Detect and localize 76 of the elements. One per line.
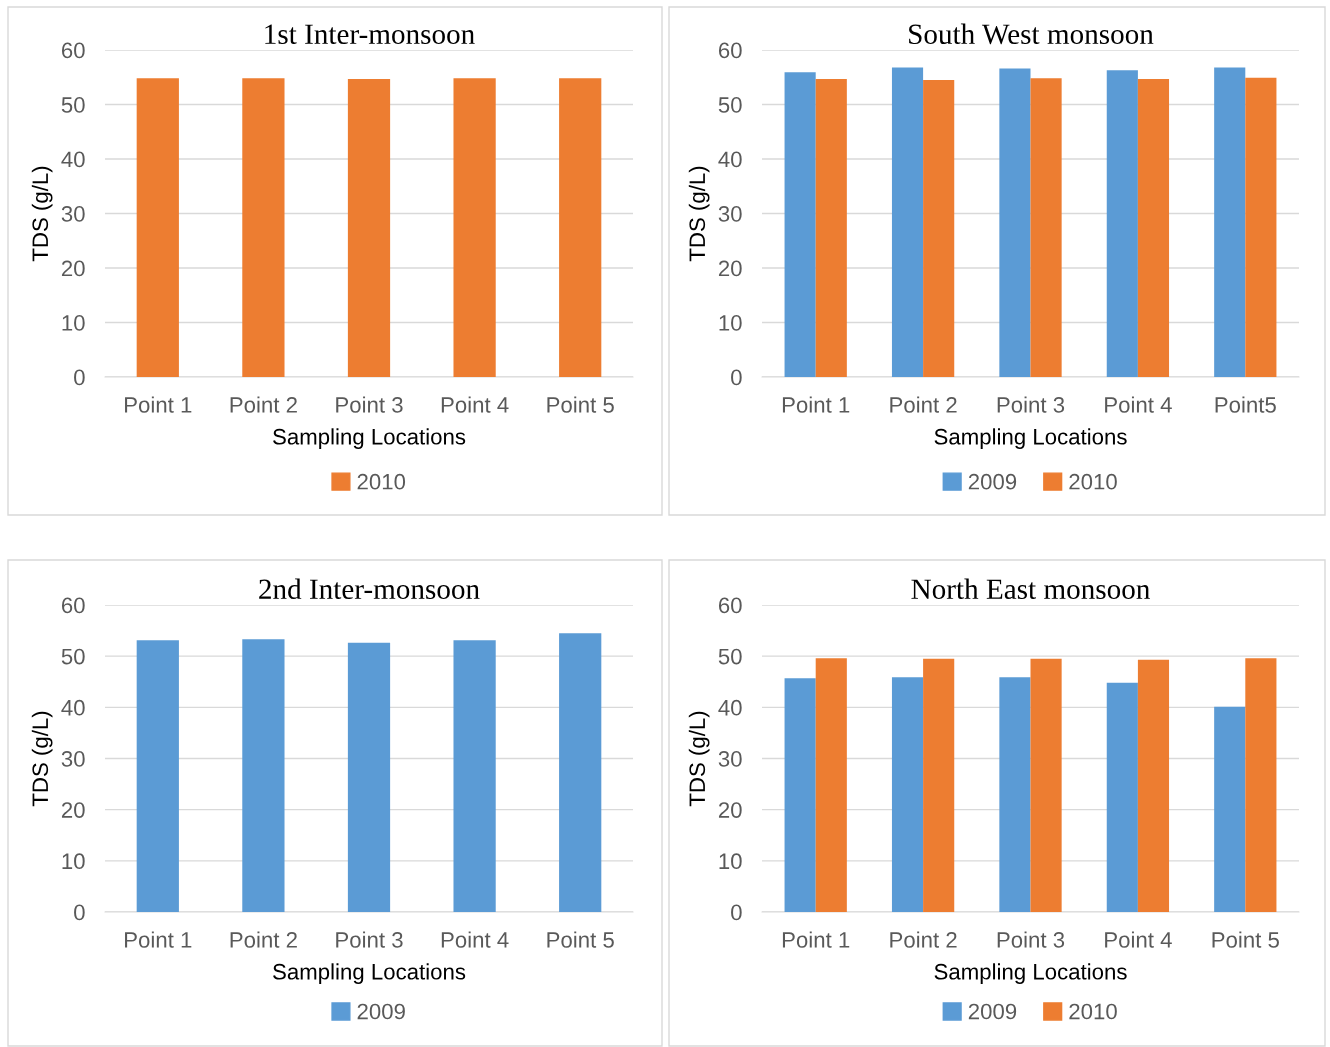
- y-tick-label: 10: [719, 315, 742, 331]
- x-tick-label: Point5: [1215, 396, 1276, 413]
- x-tick-label: Point 1: [782, 931, 850, 948]
- legend-label: 2009: [968, 473, 1017, 490]
- x-tick-label: Point 3: [997, 396, 1065, 413]
- x-axis-title: Sampling Locations: [934, 428, 1127, 449]
- y-tick-label: 20: [718, 802, 742, 818]
- x-tick-label: Point 3: [997, 931, 1065, 948]
- x-tick-label: Point 5: [1212, 931, 1279, 948]
- y-tick-label: 40: [61, 151, 85, 168]
- x-axis-title: Sampling Locations: [273, 963, 466, 984]
- y-axis-title: TDS (g/L): [31, 711, 53, 807]
- y-tick-label: 0: [731, 369, 742, 386]
- y-tick-label: 60: [718, 42, 742, 59]
- y-tick-label: 50: [718, 648, 742, 665]
- y-axis-title: TDS (g/L): [688, 711, 710, 807]
- x-tick-label: Point 2: [890, 931, 957, 948]
- y-tick-label: 30: [61, 751, 85, 767]
- legend-label: 2010: [357, 473, 406, 490]
- x-tick-label: Point 1: [125, 396, 192, 413]
- bar: [1030, 658, 1062, 912]
- x-tick-label: Point 5: [547, 396, 614, 413]
- bar: [1214, 706, 1246, 912]
- y-tick-label: 20: [61, 802, 85, 818]
- y-tick-label: 20: [61, 260, 85, 277]
- chart-title: North East monsoon: [911, 578, 1150, 600]
- chart-title: South West monsoon: [909, 23, 1154, 45]
- legend-label: 2009: [357, 1003, 405, 1020]
- legend-label: 2010: [1069, 473, 1117, 490]
- x-tick-label: Point 3: [336, 931, 403, 948]
- y-axis-title: TDS (g/L): [688, 166, 710, 262]
- x-tick-label: Point 2: [890, 396, 957, 413]
- y-tick-label: 0: [74, 904, 85, 921]
- x-tick-label: Point 4: [1105, 931, 1172, 948]
- bar: [815, 658, 847, 912]
- y-tick-label: 0: [731, 904, 742, 921]
- x-tick-label: Point 4: [441, 396, 509, 413]
- y-tick-label: 50: [61, 97, 85, 113]
- x-tick-label: Point 2: [230, 931, 297, 948]
- y-tick-label: 50: [61, 648, 85, 665]
- bar: [1245, 658, 1277, 912]
- y-tick-label: 40: [61, 699, 85, 716]
- y-axis-title: TDS (g/L): [31, 166, 53, 262]
- y-tick-label: 20: [718, 260, 742, 277]
- x-tick-label: Point 5: [547, 931, 614, 948]
- bar: [999, 677, 1031, 912]
- y-tick-label: 10: [62, 315, 85, 331]
- y-tick-label: 50: [718, 97, 742, 113]
- bar: [1137, 659, 1170, 912]
- legend-label: 2009: [968, 1003, 1017, 1020]
- y-tick-label: 60: [718, 597, 742, 614]
- y-tick-label: 60: [61, 597, 85, 614]
- y-tick-label: 10: [719, 853, 742, 870]
- y-tick-label: 30: [718, 751, 742, 767]
- y-tick-label: 30: [718, 206, 742, 222]
- y-tick-label: 10: [62, 853, 85, 870]
- legend-label: 2010: [1069, 1003, 1117, 1020]
- x-axis-title: Sampling Locations: [273, 428, 466, 449]
- bar: [784, 678, 816, 912]
- x-tick-label: Point 4: [1105, 396, 1172, 413]
- y-tick-label: 40: [718, 699, 742, 716]
- y-tick-label: 40: [718, 151, 742, 168]
- bar: [923, 658, 955, 912]
- chart-title: 2nd Inter-monsoon: [259, 578, 480, 600]
- chart-title: 1st Inter-monsoon: [265, 24, 475, 45]
- bar: [891, 677, 924, 912]
- x-tick-label: Point 2: [230, 396, 297, 413]
- y-tick-label: 60: [61, 42, 85, 59]
- x-axis-title: Sampling Locations: [934, 963, 1127, 984]
- bar: [1106, 682, 1138, 912]
- x-tick-label: Point 1: [782, 396, 850, 413]
- y-tick-label: 30: [61, 206, 85, 222]
- x-tick-label: Point 1: [125, 931, 192, 948]
- x-tick-label: Point 4: [441, 931, 509, 948]
- y-tick-label: 0: [74, 369, 85, 386]
- x-tick-label: Point 3: [336, 396, 403, 413]
